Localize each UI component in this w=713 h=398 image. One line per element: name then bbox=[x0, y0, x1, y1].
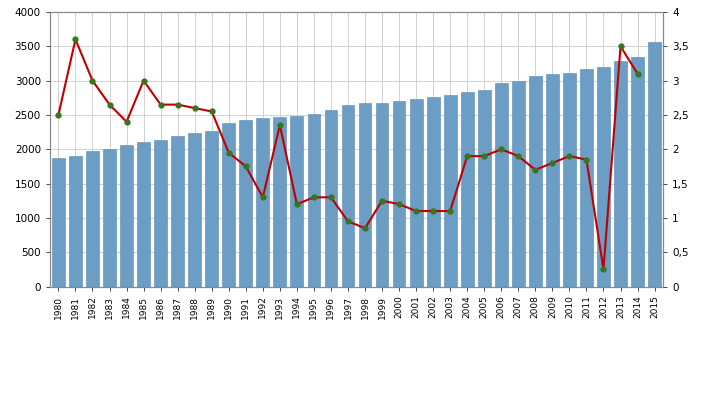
Bar bbox=[52, 158, 65, 287]
Bar bbox=[324, 110, 337, 287]
Bar bbox=[307, 113, 320, 287]
Bar bbox=[376, 103, 389, 287]
Bar bbox=[495, 83, 508, 287]
Bar bbox=[103, 148, 116, 287]
Bar bbox=[580, 69, 593, 287]
Bar bbox=[393, 101, 406, 287]
Bar bbox=[597, 67, 610, 287]
Bar bbox=[461, 92, 473, 287]
Bar bbox=[478, 90, 491, 287]
Bar bbox=[154, 140, 167, 287]
Bar bbox=[222, 123, 235, 287]
Bar bbox=[257, 118, 270, 287]
Bar bbox=[631, 57, 644, 287]
Bar bbox=[240, 121, 252, 287]
Bar bbox=[443, 95, 456, 287]
Bar bbox=[512, 80, 525, 287]
Bar bbox=[120, 145, 133, 287]
Bar bbox=[137, 142, 150, 287]
Bar bbox=[648, 42, 661, 287]
Bar bbox=[188, 133, 201, 287]
Bar bbox=[529, 76, 542, 287]
Bar bbox=[342, 105, 354, 287]
Bar bbox=[69, 156, 82, 287]
Bar bbox=[290, 115, 303, 287]
Bar bbox=[427, 97, 439, 287]
Bar bbox=[614, 61, 627, 287]
Bar bbox=[86, 150, 99, 287]
Bar bbox=[205, 131, 218, 287]
Bar bbox=[171, 135, 184, 287]
Bar bbox=[274, 117, 286, 287]
Bar bbox=[563, 73, 576, 287]
Bar bbox=[359, 103, 371, 287]
Bar bbox=[410, 99, 423, 287]
Bar bbox=[546, 74, 559, 287]
